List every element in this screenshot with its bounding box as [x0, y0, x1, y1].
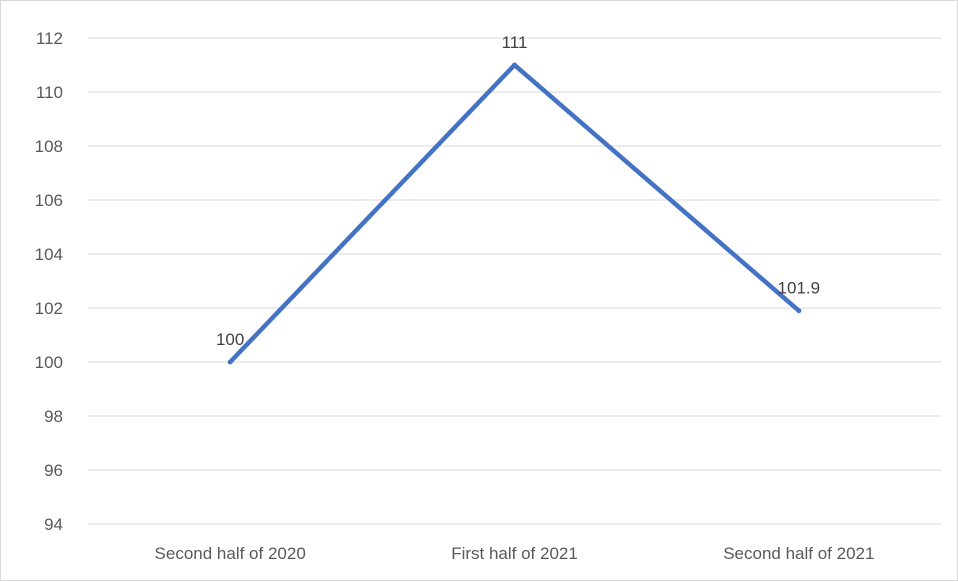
x-axis-tick-labels: Second half of 2020 First half of 2021 Sec… — [155, 544, 875, 563]
data-label: 100 — [216, 330, 244, 349]
y-tick-label: 110 — [36, 83, 63, 102]
data-point — [796, 308, 802, 314]
data-label: 101.9 — [778, 279, 821, 298]
y-tick-label: 106 — [35, 191, 63, 210]
series-group — [227, 62, 802, 365]
y-tick-label: 96 — [44, 461, 63, 480]
data-labels: 100 111 101.9 — [216, 33, 820, 349]
y-tick-label: 112 — [36, 29, 63, 48]
y-axis-tick-labels: 94 96 98 100 102 104 106 108 110 112 — [35, 29, 63, 534]
y-tick-label: 102 — [35, 299, 63, 318]
x-tick-label: Second half of 2020 — [155, 544, 306, 563]
x-tick-label: First half of 2021 — [451, 544, 578, 563]
data-point — [227, 359, 233, 365]
x-tick-label: Second half of 2021 — [723, 544, 874, 563]
y-tick-label: 94 — [44, 515, 63, 534]
y-tick-label: 104 — [35, 245, 63, 264]
y-tick-label: 100 — [35, 353, 63, 372]
data-point — [512, 62, 517, 68]
y-tick-label: 108 — [35, 137, 63, 156]
series-line — [227, 62, 802, 365]
y-tick-label: 98 — [44, 407, 63, 426]
data-label: 111 — [502, 33, 528, 52]
